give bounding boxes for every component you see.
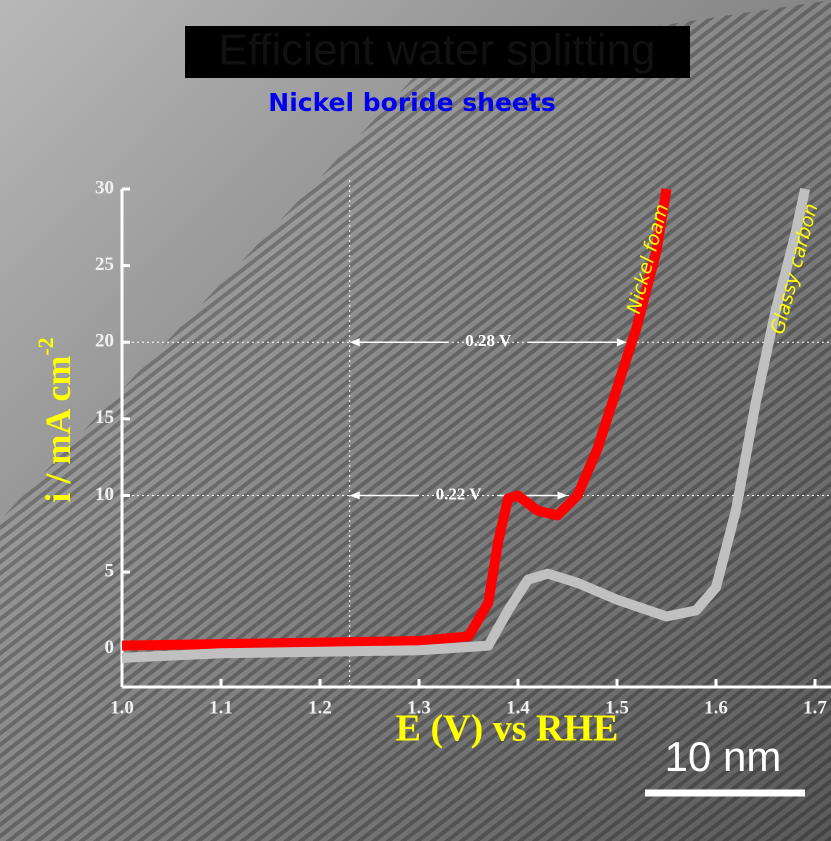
- y-tick-label: 0: [105, 637, 115, 658]
- x-tick-label: 1.3: [407, 697, 431, 718]
- x-tick-label: 1.6: [704, 697, 728, 718]
- x-tick-label: 1.7: [803, 697, 827, 718]
- chart-title: Efficient water splitting: [219, 26, 656, 75]
- annotation-label: 0.28 V: [465, 331, 512, 350]
- x-tick-label: 1.4: [506, 697, 530, 718]
- y-tick-label: 10: [95, 484, 114, 505]
- y-tick-label: 5: [105, 560, 115, 581]
- x-tick-label: 1.1: [209, 697, 233, 718]
- x-tick-label: 1.5: [605, 697, 629, 718]
- y-axis-label: i / mA cm-2: [33, 337, 78, 502]
- annotation-label: 0.22 V: [436, 484, 483, 503]
- chart: Efficient water splitting Nickel boride …: [0, 0, 831, 841]
- y-tick-label: 25: [95, 254, 114, 275]
- x-tick-label: 1.0: [110, 697, 134, 718]
- y-tick-label: 30: [95, 177, 114, 198]
- page: Efficient water splitting Nickel boride …: [0, 0, 831, 841]
- x-tick-label: 1.2: [308, 697, 332, 718]
- y-tick-label: 15: [95, 407, 114, 428]
- scale-bar-label: 10 nm: [665, 733, 782, 780]
- y-tick-label: 20: [95, 331, 114, 352]
- subtitle: Nickel boride sheets: [268, 88, 555, 117]
